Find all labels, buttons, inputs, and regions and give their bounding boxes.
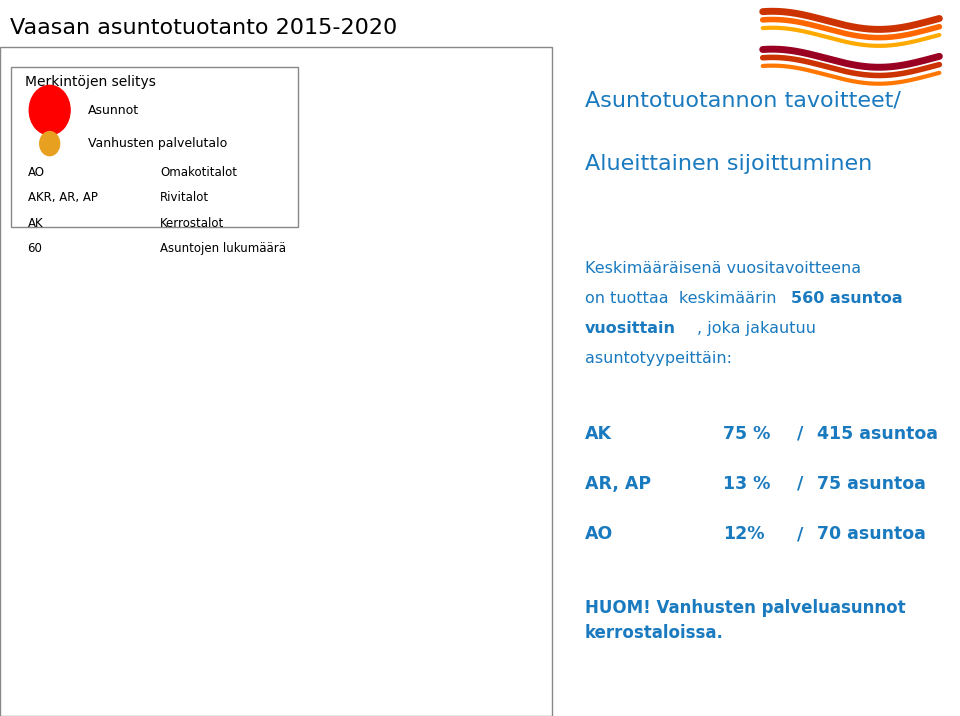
Text: 75 asuntoa: 75 asuntoa (817, 475, 926, 493)
Text: AR, AP: AR, AP (585, 475, 651, 493)
Text: on tuottaa  keskimäärin: on tuottaa keskimäärin (585, 291, 781, 306)
Text: Asunnot: Asunnot (88, 104, 139, 117)
Text: Vaasan asuntotuotanto 2015-2020: Vaasan asuntotuotanto 2015-2020 (10, 18, 396, 38)
Text: Omakotitalot: Omakotitalot (160, 166, 237, 179)
Circle shape (29, 85, 70, 135)
Text: Asuntotuotannon tavoitteet/: Asuntotuotannon tavoitteet/ (585, 90, 900, 110)
Text: 60: 60 (28, 242, 42, 255)
Text: /: / (797, 526, 804, 543)
Text: AO: AO (28, 166, 44, 179)
Text: Merkintöjen selitys: Merkintöjen selitys (25, 74, 156, 89)
Text: 12%: 12% (724, 526, 765, 543)
Text: 70 asuntoa: 70 asuntoa (817, 526, 926, 543)
Text: 13 %: 13 % (724, 475, 771, 493)
Text: , joka jakautuu: , joka jakautuu (697, 321, 816, 336)
Text: Vanhusten palvelutalo: Vanhusten palvelutalo (88, 137, 228, 150)
Text: AK: AK (585, 425, 612, 442)
Text: asuntotyypeittäin:: asuntotyypeittäin: (585, 351, 732, 366)
Circle shape (39, 132, 60, 155)
Text: 560 asuntoa: 560 asuntoa (791, 291, 902, 306)
Text: AKR, AR, AP: AKR, AR, AP (28, 191, 98, 204)
Text: AK: AK (28, 217, 43, 230)
Text: AO: AO (585, 526, 612, 543)
Text: /: / (797, 475, 804, 493)
Text: HUOM! Vanhusten palveluasunnot
kerrostaloissa.: HUOM! Vanhusten palveluasunnot kerrostal… (585, 599, 905, 642)
Text: vuosittain: vuosittain (585, 321, 676, 336)
Text: Keskimääräisenä vuositavoitteena: Keskimääräisenä vuositavoitteena (585, 261, 861, 276)
FancyBboxPatch shape (12, 67, 299, 227)
Text: /: / (797, 425, 804, 442)
Text: Rivitalot: Rivitalot (160, 191, 209, 204)
Text: Alueittainen sijoittuminen: Alueittainen sijoittuminen (585, 154, 872, 174)
Text: 415 asuntoa: 415 asuntoa (817, 425, 938, 442)
Text: 75 %: 75 % (724, 425, 771, 442)
Text: Asuntojen lukumäärä: Asuntojen lukumäärä (160, 242, 286, 255)
Text: Kerrostalot: Kerrostalot (160, 217, 225, 230)
